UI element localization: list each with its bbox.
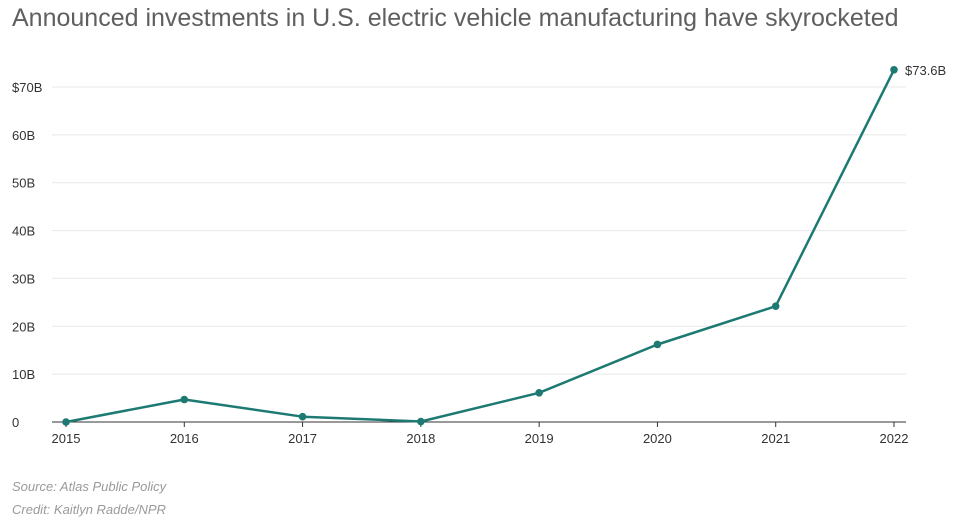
y-tick-label: $70B bbox=[12, 80, 42, 95]
data-point bbox=[653, 340, 662, 349]
data-point bbox=[298, 412, 307, 421]
gridlines bbox=[52, 86, 906, 375]
y-tick-label: 40B bbox=[12, 224, 35, 239]
y-tick-label: 30B bbox=[12, 271, 35, 286]
x-tick-label: 2015 bbox=[52, 431, 81, 446]
y-tick-label: 60B bbox=[12, 128, 35, 143]
y-tick-label: 10B bbox=[12, 367, 35, 382]
x-axis-ticks: 2015 2016 2017 2018 2019 2020 2021 2022 bbox=[52, 422, 909, 446]
chart-title: Announced investments in U.S. electric v… bbox=[12, 4, 899, 32]
y-tick-label: 0 bbox=[12, 415, 19, 430]
data-point bbox=[535, 389, 543, 397]
x-tick-label: 2017 bbox=[288, 431, 317, 446]
x-tick-label: 2021 bbox=[761, 431, 790, 446]
data-point bbox=[417, 417, 425, 426]
data-label: $73.6B bbox=[905, 63, 946, 78]
data-points bbox=[62, 65, 898, 426]
y-tick-label: 50B bbox=[12, 176, 35, 191]
annotations: $73.6B bbox=[905, 63, 946, 78]
data-point bbox=[890, 65, 898, 74]
x-tick-label: 2020 bbox=[643, 431, 672, 446]
series-line bbox=[65, 69, 896, 424]
x-tick-label: 2022 bbox=[880, 431, 909, 446]
source-note: Source: Atlas Public Policy bbox=[12, 479, 167, 494]
x-tick-label: 2019 bbox=[525, 431, 554, 446]
data-point bbox=[771, 302, 780, 310]
x-tick-label: 2018 bbox=[406, 431, 435, 446]
credit-note: Credit: Kaitlyn Radde/NPR bbox=[12, 502, 166, 517]
x-tick-label: 2016 bbox=[170, 431, 199, 446]
y-tick-label: 20B bbox=[12, 319, 35, 334]
data-point bbox=[62, 418, 70, 426]
data-point bbox=[180, 395, 189, 404]
y-axis-ticks: 0 10B 20B 30B 40B 50B 60B $70B bbox=[12, 80, 42, 430]
line-chart: 0 10B 20B 30B 40B 50B 60B $70B 2015 2016 2017 2018… bbox=[12, 63, 946, 446]
